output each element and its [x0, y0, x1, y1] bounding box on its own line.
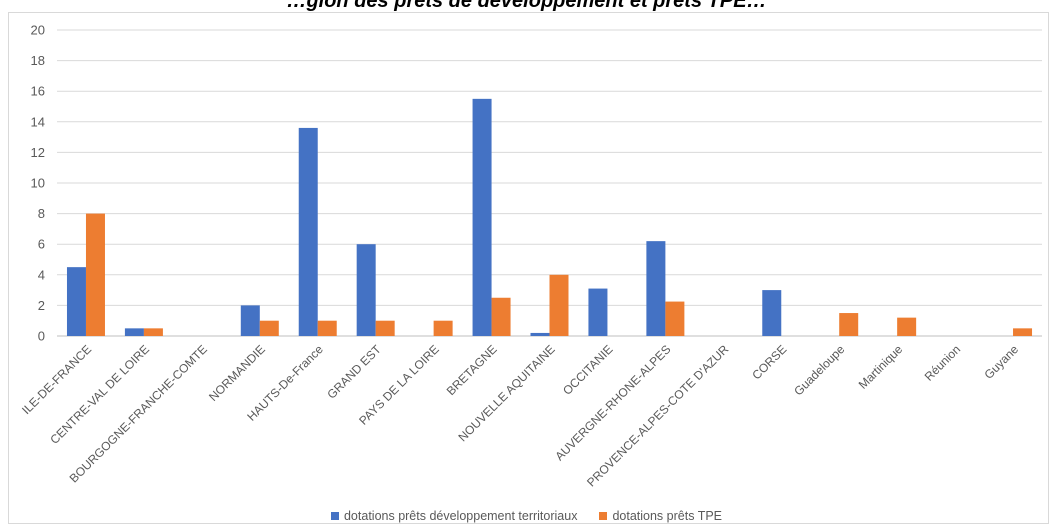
y-tick-label: 16: [31, 84, 45, 99]
bar-series-1: [356, 244, 376, 336]
x-tick-label: GRAND EST: [324, 342, 384, 402]
bar-series-2: [317, 320, 337, 336]
bar-series-2: [85, 213, 105, 336]
legend-swatch-series-1: [330, 512, 339, 520]
y-tick-label: 4: [38, 267, 45, 282]
x-tick-label: Réunion: [922, 342, 964, 384]
legend-label-series-1: dotations prêts développement territoria…: [343, 509, 578, 523]
y-tick-label: 20: [31, 23, 45, 38]
y-tick-label: 12: [31, 145, 45, 160]
bars: [66, 98, 1033, 336]
legend-item-series-2: dotations prêts TPE: [599, 509, 722, 523]
x-tick-label: OCCITANIE: [560, 342, 615, 397]
bar-series-2: [897, 317, 917, 336]
legend-label-series-2: dotations prêts TPE: [612, 509, 723, 523]
legend: dotations prêts développement territoria…: [0, 506, 1053, 526]
bar-series-2: [549, 274, 569, 336]
legend-item-series-1: dotations prêts développement territoria…: [330, 509, 578, 523]
bar-series-1: [124, 328, 144, 336]
y-tick-label: 18: [31, 53, 45, 68]
bar-series-2: [839, 313, 859, 336]
y-tick-label: 8: [38, 206, 45, 221]
y-tick-label: 2: [38, 298, 45, 313]
x-tick-label: NORMANDIE: [206, 342, 268, 404]
bar-series-1: [530, 332, 550, 336]
bar-series-2: [491, 297, 511, 336]
bar-series-1: [240, 305, 260, 336]
bar-chart: 0 2 4 6 8 10 12 14 16 18 20 ILE-DE-FRANCECENTRE-VA…: [19, 23, 1042, 490]
y-tick-label: 0: [38, 329, 45, 344]
legend-swatch-series-2: [599, 512, 608, 520]
y-axis-ticks: 0 2 4 6 8 10 12 14 16 18 20: [31, 23, 45, 344]
x-tick-label: AUVERGNE-RHONE-ALPES: [552, 342, 673, 463]
x-tick-label: NOUVELLE AQUITAINE: [455, 342, 557, 444]
bar-series-2: [259, 320, 279, 336]
bar-series-1: [588, 288, 608, 336]
y-tick-label: 14: [31, 114, 45, 129]
bar-series-1: [298, 127, 318, 336]
bar-series-2: [433, 320, 453, 336]
bar-series-1: [472, 98, 492, 336]
x-tick-label: Guadeloupe: [791, 342, 847, 398]
x-tick-label: Martinique: [856, 342, 906, 392]
chart-area: [8, 12, 1049, 524]
x-tick-label: CORSE: [749, 342, 789, 382]
bar-series-1: [646, 241, 666, 336]
chart-title: …gion des prêts de développement et prêt…: [286, 0, 767, 12]
x-tick-label: BRETAGNE: [444, 342, 500, 398]
bar-series-2: [1013, 328, 1033, 336]
bar-series-2: [665, 301, 685, 336]
x-tick-label: Guyane: [982, 342, 1022, 382]
bar-series-1: [66, 267, 86, 336]
y-tick-label: 6: [38, 237, 45, 252]
y-tick-label: 10: [31, 176, 45, 191]
x-tick-label: CENTRE-VAL DE LOIRE: [47, 342, 152, 447]
bar-series-2: [375, 320, 395, 336]
bar-series-1: [762, 290, 782, 336]
bar-series-2: [143, 328, 163, 336]
